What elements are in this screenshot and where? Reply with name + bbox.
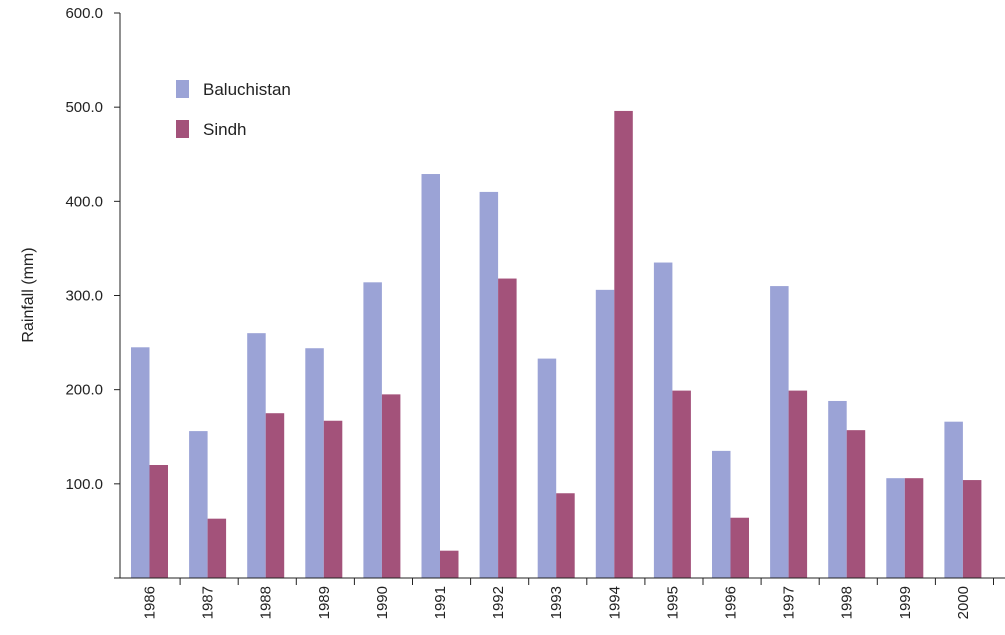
- bar-sindh-1987: [207, 518, 227, 578]
- bar-sindh-1996: [730, 517, 749, 578]
- bars-layer: [131, 110, 982, 578]
- bar-sindh-1997: [788, 390, 808, 578]
- x-tick-label-1988: 1988: [258, 586, 275, 619]
- x-tick-label-1997: 1997: [781, 586, 798, 619]
- bar-sindh-1986: [149, 465, 168, 578]
- bar-sindh-1991: [440, 550, 459, 578]
- y-tick-label: 500.0: [65, 99, 103, 116]
- bar-baluchistan-1997: [770, 286, 789, 578]
- bar-baluchistan-2000: [944, 421, 963, 578]
- x-tick-label-1992: 1992: [490, 586, 507, 619]
- bar-baluchistan-1986: [131, 347, 150, 578]
- legend-swatch-baluchistan: [176, 80, 189, 98]
- bar-sindh-1999: [904, 478, 924, 578]
- bar-baluchistan-1998: [828, 400, 847, 578]
- x-tick-label-2000: 2000: [955, 586, 972, 619]
- legend-label-sindh: Sindh: [203, 120, 246, 139]
- bar-baluchistan-1988: [247, 333, 266, 578]
- bar-baluchistan-1999: [886, 478, 905, 578]
- bar-sindh-1990: [381, 394, 401, 578]
- x-tick-label-1993: 1993: [548, 586, 565, 619]
- y-axis-ticks: 100.0 200.0 300.0 400.0 500.0 600.0: [65, 5, 120, 493]
- y-tick-label: 400.0: [65, 193, 103, 210]
- y-tick-label: 600.0: [65, 5, 103, 22]
- bar-baluchistan-1993: [537, 358, 557, 578]
- bar-sindh-1992: [498, 278, 517, 578]
- y-tick-label: 200.0: [65, 382, 103, 399]
- x-tick-label-1987: 1987: [200, 586, 217, 619]
- bar-baluchistan-1995: [653, 262, 673, 578]
- x-tick-label-1990: 1990: [374, 586, 391, 619]
- x-tick-label-1995: 1995: [664, 586, 681, 619]
- bar-baluchistan-1994: [595, 289, 615, 578]
- bar-baluchistan-1996: [712, 450, 731, 578]
- bar-baluchistan-1991: [421, 174, 440, 578]
- bar-baluchistan-1987: [189, 431, 208, 578]
- x-tick-label-1991: 1991: [432, 586, 449, 619]
- bar-baluchistan-1989: [305, 348, 324, 578]
- bar-sindh-1998: [846, 430, 866, 578]
- x-axis-ticks: 1986 1987 1988 1989 1990 1991 1992 1993 1994 1995…: [142, 578, 994, 619]
- x-tick-label-1999: 1999: [897, 586, 914, 619]
- bar-sindh-2000: [962, 480, 982, 578]
- x-tick-label-1989: 1989: [316, 586, 333, 619]
- x-tick-label-1994: 1994: [606, 586, 623, 619]
- bar-sindh-1993: [556, 493, 575, 578]
- y-tick-label: 300.0: [65, 288, 103, 305]
- legend: Baluchistan Sindh: [176, 80, 291, 139]
- x-tick-label-1996: 1996: [723, 586, 740, 619]
- legend-swatch-sindh: [176, 120, 189, 138]
- x-tick-label-1986: 1986: [142, 586, 159, 619]
- bar-baluchistan-1992: [479, 191, 499, 578]
- bar-sindh-1989: [323, 420, 343, 578]
- bar-sindh-1988: [265, 413, 285, 578]
- y-tick-label: 100.0: [65, 476, 103, 493]
- bar-sindh-1995: [672, 390, 691, 578]
- bar-sindh-1994: [614, 110, 633, 578]
- legend-label-baluchistan: Baluchistan: [203, 80, 291, 99]
- x-tick-label-1998: 1998: [839, 586, 856, 619]
- bar-baluchistan-1990: [363, 282, 382, 578]
- y-axis-label: Rainfall (mm): [20, 247, 37, 342]
